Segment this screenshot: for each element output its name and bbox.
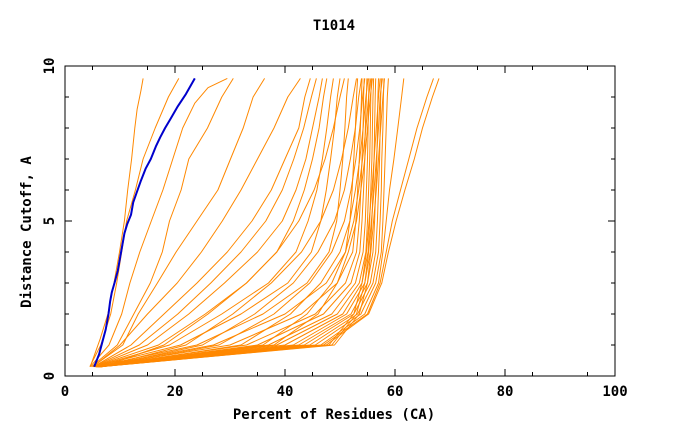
series-line-36	[101, 78, 362, 368]
chart-title: T1014	[313, 18, 355, 34]
series-line-3	[89, 77, 228, 368]
series-line-11	[94, 78, 334, 368]
series-line-27	[99, 78, 434, 368]
series-line-35	[101, 78, 366, 368]
x-axis-label: Percent of Residues (CA)	[233, 407, 435, 423]
series-line-37	[102, 78, 357, 368]
x-tick-label: 20	[167, 384, 184, 400]
axes: 0 20 40 60 80 100 0 5 10	[42, 58, 628, 400]
series-line-4	[91, 78, 234, 368]
x-tick-label: 80	[497, 384, 514, 400]
series-line-13	[95, 78, 349, 368]
series-line-19	[96, 78, 372, 368]
series-line-33	[100, 78, 372, 368]
series-line-0	[93, 77, 196, 368]
series-line-29	[99, 78, 381, 368]
series-line-32	[100, 78, 373, 368]
y-tick-label: 5	[42, 217, 58, 225]
x-tick-label: 0	[61, 384, 69, 400]
series-line-17	[96, 78, 368, 368]
series-line-31	[100, 78, 385, 368]
series-line-30	[100, 78, 383, 368]
x-tick-label: 60	[387, 384, 404, 400]
x-tick-label: 40	[277, 384, 294, 400]
x-tick-label: 100	[602, 384, 627, 400]
series-line-22	[97, 78, 379, 368]
series-line-5	[92, 78, 266, 368]
series-lines	[89, 77, 440, 368]
series-line-28	[99, 78, 440, 368]
series-line-7	[93, 78, 311, 368]
series-line-38	[102, 78, 345, 368]
y-axis-label: Distance Cutoff, A	[19, 156, 35, 308]
series-line-8	[93, 78, 317, 368]
series-line-20	[97, 78, 375, 368]
series-line-9	[94, 78, 323, 368]
series-line-10	[94, 78, 328, 368]
series-line-24	[98, 78, 385, 368]
y-tick-label: 0	[42, 372, 58, 380]
series-line-1	[89, 78, 144, 367]
series-line-34	[101, 78, 369, 368]
y-tick-label: 10	[42, 58, 58, 75]
series-line-6	[92, 78, 301, 368]
series-line-23	[97, 78, 382, 368]
series-line-26	[99, 78, 405, 368]
